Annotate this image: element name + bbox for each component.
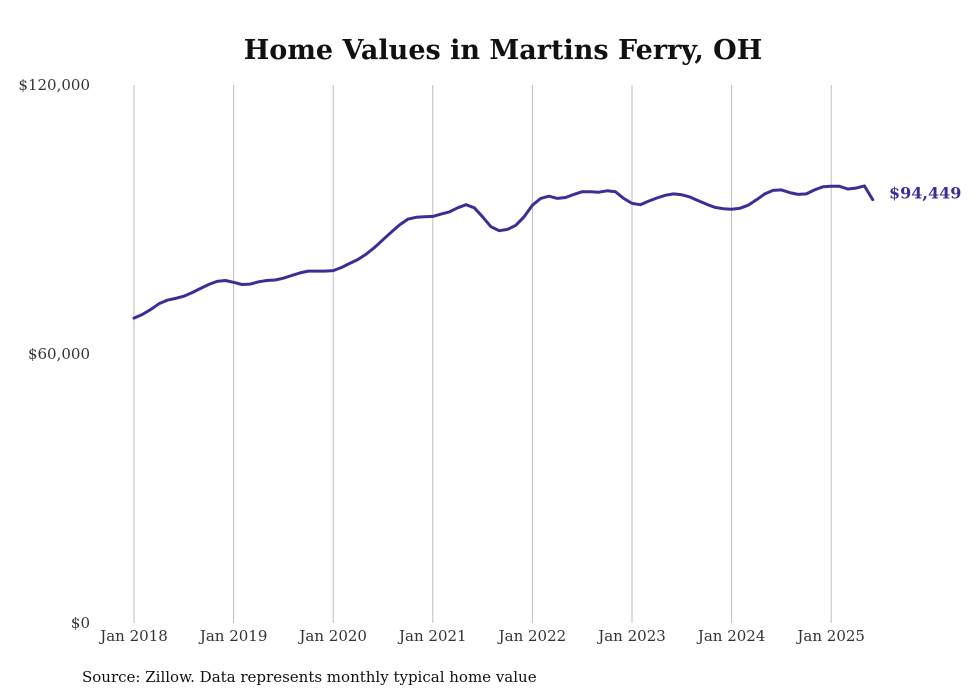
y-tick-label: $0 [71,614,90,632]
x-tick-label: Jan 2020 [297,627,367,645]
vertical-gridlines [133,85,832,623]
x-axis-tick-labels: Jan 2018 Jan 2019 Jan 2020 Jan 2021 Jan 2022… [98,627,865,645]
x-tick-label: Jan 2019 [198,627,268,645]
y-axis-tick-labels: $0 $60,000 $120,000 [18,76,90,632]
line-chart: Home Values in Martins Ferry, OH $0 $60,0… [18,35,961,645]
source-note: Source: Zillow. Data represents monthly … [82,668,537,686]
x-tick-label: Jan 2023 [596,627,666,645]
x-tick-label: Jan 2025 [795,627,865,645]
x-tick-label: Jan 2018 [98,627,168,645]
x-tick-label: Jan 2021 [397,627,467,645]
x-tick-label: Jan 2022 [497,627,567,645]
chart-title: Home Values in Martins Ferry, OH [244,35,762,66]
x-tick-label: Jan 2024 [696,627,766,645]
series-line [132,184,875,320]
y-tick-label: $120,000 [18,76,90,94]
last-value-label: $94,449 [889,184,961,203]
y-tick-label: $60,000 [28,345,90,363]
